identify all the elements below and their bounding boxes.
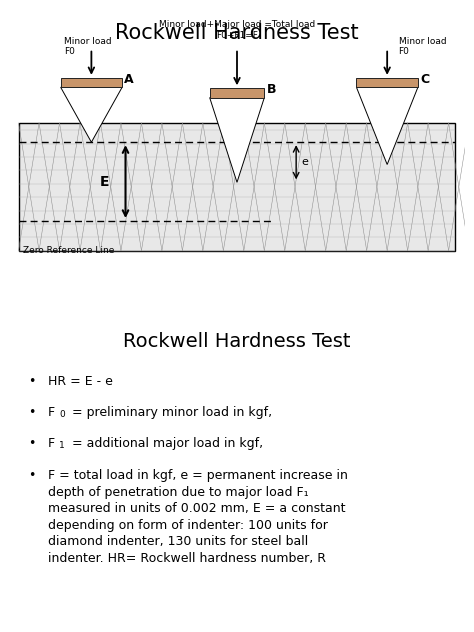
Bar — [18, 123, 456, 251]
Text: F0: F0 — [399, 47, 410, 56]
Text: C: C — [420, 73, 429, 86]
Text: Minor load: Minor load — [64, 37, 112, 46]
Text: B: B — [266, 83, 276, 96]
Bar — [61, 78, 122, 87]
Text: F: F — [48, 437, 55, 450]
Text: = additional major load in kgf,: = additional major load in kgf, — [68, 437, 263, 450]
Text: 0: 0 — [59, 410, 65, 418]
Text: Rockwell Hardness Test: Rockwell Hardness Test — [115, 23, 359, 44]
Text: A: A — [124, 73, 134, 86]
Text: Zero Reference Line: Zero Reference Line — [23, 246, 115, 255]
Text: Minor load: Minor load — [399, 37, 446, 46]
Text: •: • — [27, 470, 35, 482]
Text: F: F — [48, 406, 55, 419]
Text: •: • — [27, 375, 35, 388]
Polygon shape — [61, 87, 122, 142]
Text: •: • — [27, 437, 35, 450]
Text: •: • — [27, 406, 35, 419]
Text: = preliminary minor load in kgf,: = preliminary minor load in kgf, — [68, 406, 272, 419]
Text: 1: 1 — [59, 441, 65, 449]
Text: E: E — [100, 174, 109, 188]
Text: F = total load in kgf, e = permanent increase in
depth of penetration due to maj: F = total load in kgf, e = permanent inc… — [48, 470, 348, 565]
Text: e: e — [301, 157, 309, 167]
Text: Minor load+Major load =Total load
F0+F1=F: Minor load+Major load =Total load F0+F1=… — [159, 20, 315, 40]
Text: Rockwell Hardness Test: Rockwell Hardness Test — [123, 332, 351, 351]
Bar — [356, 78, 418, 87]
Text: HR = E - e: HR = E - e — [48, 375, 113, 388]
Polygon shape — [210, 98, 264, 182]
Text: F0: F0 — [64, 47, 75, 56]
Bar — [210, 88, 264, 98]
Polygon shape — [356, 87, 418, 164]
